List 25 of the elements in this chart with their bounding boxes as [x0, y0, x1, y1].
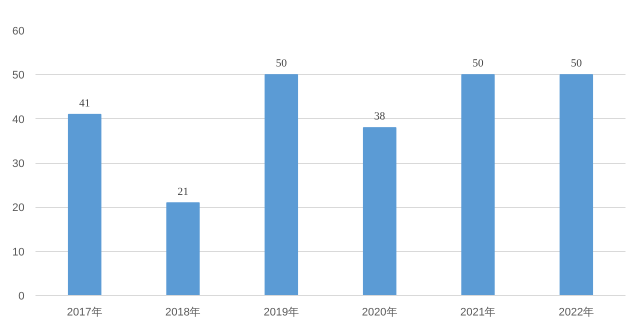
y-tick-label: 60 [12, 26, 25, 38]
data-label: 38 [374, 110, 386, 123]
y-tick-label: 40 [12, 114, 25, 126]
bar [461, 74, 495, 296]
x-tick-label: 2020年 [362, 306, 398, 318]
y-tick-label: 20 [12, 202, 25, 214]
data-label: 50 [472, 58, 484, 70]
x-tick-label: 2021年 [460, 306, 496, 318]
bar [560, 74, 594, 296]
data-label: 50 [570, 58, 582, 70]
data-label: 21 [178, 186, 188, 198]
bar [362, 127, 396, 296]
x-tick-label: 2017年 [66, 306, 102, 318]
y-tick-label: 10 [12, 246, 25, 258]
data-label: 41 [79, 97, 90, 110]
bar [264, 74, 298, 296]
x-tick-label: 2022年 [558, 306, 594, 318]
x-tick-label: 2018年 [165, 306, 201, 318]
data-label: 50 [276, 58, 288, 70]
bar [166, 202, 200, 296]
y-tick-label: 30 [12, 158, 25, 170]
y-tick-label: 0 [18, 290, 25, 302]
y-tick-label: 50 [12, 70, 25, 82]
bar [68, 114, 102, 296]
x-tick-label: 2019年 [264, 306, 300, 318]
